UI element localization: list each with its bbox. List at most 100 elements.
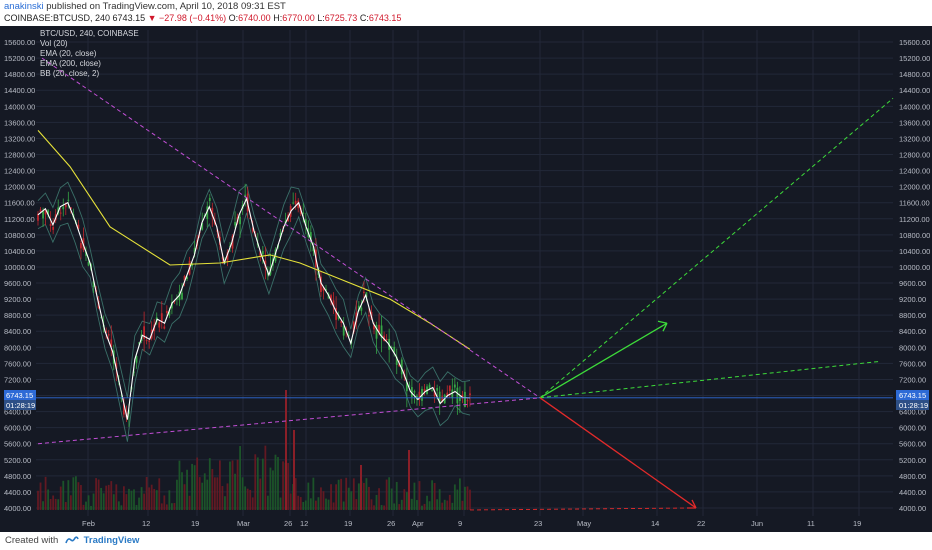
price-chart[interactable]: 4000.00 4000.00 4400.00 4400.00 4800.00 4800.… <box>0 26 932 532</box>
volume-bar <box>218 460 221 510</box>
volume-bar <box>95 478 98 510</box>
candle-body <box>395 356 398 365</box>
volume-bar <box>264 445 267 510</box>
volume-bar <box>125 494 128 510</box>
price-tag-left: 6743.15 01:28:19 <box>4 390 36 410</box>
volume-bar <box>135 505 138 510</box>
chart-panel[interactable]: 4000.00 4000.00 4400.00 4400.00 4800.00 4800.… <box>0 26 932 532</box>
candle-body <box>309 232 312 242</box>
volume-bar <box>297 495 300 510</box>
volume-bar <box>304 500 307 510</box>
x-tick: Mar <box>237 519 250 528</box>
volume-bar <box>448 494 451 510</box>
y-tick-right: 14800.00 <box>899 70 930 79</box>
candle-body <box>393 346 396 353</box>
y-tick-left: 8800.00 <box>4 311 31 320</box>
indicator-lines <box>36 130 893 420</box>
candle-body <box>42 210 44 219</box>
y-tick-left: 9600.00 <box>4 279 31 288</box>
y-tick-right: 4400.00 <box>899 488 926 497</box>
price-tag-value: 6743.15 <box>6 391 33 400</box>
volume-bar <box>347 487 350 510</box>
volume-bar <box>90 505 92 510</box>
candle-body <box>325 289 327 291</box>
candle-body <box>62 206 65 210</box>
volume-bar <box>469 489 471 510</box>
volume-bar <box>97 479 100 510</box>
y-tick-right: 4800.00 <box>899 472 926 481</box>
candle-body <box>110 339 113 348</box>
volume-bar <box>352 478 355 510</box>
candle-body <box>330 295 332 302</box>
tradingview-brand[interactable]: TradingView <box>83 535 140 546</box>
candle-body <box>59 212 62 214</box>
volume-bar <box>307 482 310 510</box>
candle-body <box>201 222 204 230</box>
volume-bar <box>188 495 191 510</box>
volume-bar <box>327 499 330 510</box>
legend-item-2[interactable]: EMA (20, close) <box>40 49 97 58</box>
volume-bar <box>368 486 370 510</box>
open-value: 6740.00 <box>238 13 271 23</box>
candle-body <box>224 262 226 264</box>
ema200-line <box>37 130 471 350</box>
tradingview-logo-icon <box>65 536 79 544</box>
y-tick-left: 4400.00 <box>4 488 31 497</box>
open-label: O: <box>228 13 239 23</box>
y-tick-left: 15600.00 <box>4 38 35 47</box>
low-value: 6725.73 <box>324 13 358 23</box>
volume-bar <box>138 497 140 510</box>
candle-body <box>312 246 315 252</box>
x-tick: 19 <box>853 519 861 528</box>
volume-bar <box>441 502 444 510</box>
x-tick: 19 <box>191 519 199 528</box>
volume-bar <box>77 482 80 510</box>
candle-body <box>92 281 95 288</box>
high-label: H: <box>273 13 283 23</box>
volume-spike <box>360 464 362 510</box>
candle-body <box>221 257 224 259</box>
volume-bar <box>254 454 257 510</box>
y-tick-right: 7600.00 <box>899 359 926 368</box>
candle-body <box>231 235 234 249</box>
candle-body <box>133 371 135 373</box>
legend-item-1[interactable]: Vol (20) <box>40 39 68 48</box>
y-tick-right: 10000.00 <box>899 263 930 272</box>
candle-body <box>385 339 388 341</box>
volume-bar <box>85 501 87 510</box>
volume-bar <box>140 487 143 510</box>
footer: Created with TradingView <box>0 532 932 550</box>
candle-body <box>413 391 416 393</box>
volume-bar <box>236 459 239 510</box>
volume-bar <box>330 484 332 510</box>
axes: 4000.00 4000.00 4400.00 4400.00 4800.00 4800.… <box>4 38 930 528</box>
volume-bar <box>221 486 224 510</box>
y-tick-right: 9600.00 <box>899 279 926 288</box>
price-tag-countdown-right: 01:28:19 <box>899 401 928 410</box>
volume-bar <box>193 465 196 510</box>
candle-body <box>378 324 380 333</box>
volume-bar <box>173 502 176 510</box>
candle-body <box>390 347 393 349</box>
candle-body <box>436 388 439 391</box>
volume-bar <box>464 486 466 510</box>
symbol-label: COINBASE:BTCUSD, 240 <box>4 13 111 23</box>
volume-bar <box>44 476 47 510</box>
y-tick-right: 5200.00 <box>899 456 926 465</box>
legend-item-0[interactable]: BTC/USD, 240, COINBASE <box>40 29 139 38</box>
y-tick-left: 10000.00 <box>4 263 35 272</box>
volume-bar <box>362 482 365 510</box>
last-price: 6743.15 <box>112 13 146 23</box>
legend-item-3[interactable]: EMA (200, close) <box>40 59 101 68</box>
volume-bar <box>458 478 461 510</box>
author-link[interactable]: anakinski <box>4 1 44 12</box>
legend-item-4[interactable]: BB (20, close, 2) <box>40 69 99 78</box>
volume-bar <box>234 473 236 510</box>
x-tick: 14 <box>651 519 659 528</box>
candle-body <box>304 219 307 226</box>
candle-body <box>211 207 214 217</box>
y-tick-left: 5600.00 <box>4 440 31 449</box>
candle-body <box>340 321 343 323</box>
volume-bar <box>213 477 216 510</box>
y-tick-left: 13200.00 <box>4 134 35 143</box>
